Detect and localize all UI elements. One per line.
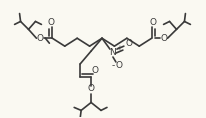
Text: +: +: [116, 45, 122, 51]
Text: -: -: [111, 61, 115, 70]
Text: O: O: [125, 39, 132, 48]
Text: O: O: [160, 34, 167, 43]
Text: O: O: [91, 66, 98, 75]
Text: O: O: [115, 61, 122, 70]
Text: O: O: [149, 18, 156, 27]
Text: O: O: [88, 84, 95, 93]
Text: N: N: [110, 48, 116, 57]
Text: O: O: [48, 18, 55, 27]
Text: O: O: [37, 34, 44, 43]
